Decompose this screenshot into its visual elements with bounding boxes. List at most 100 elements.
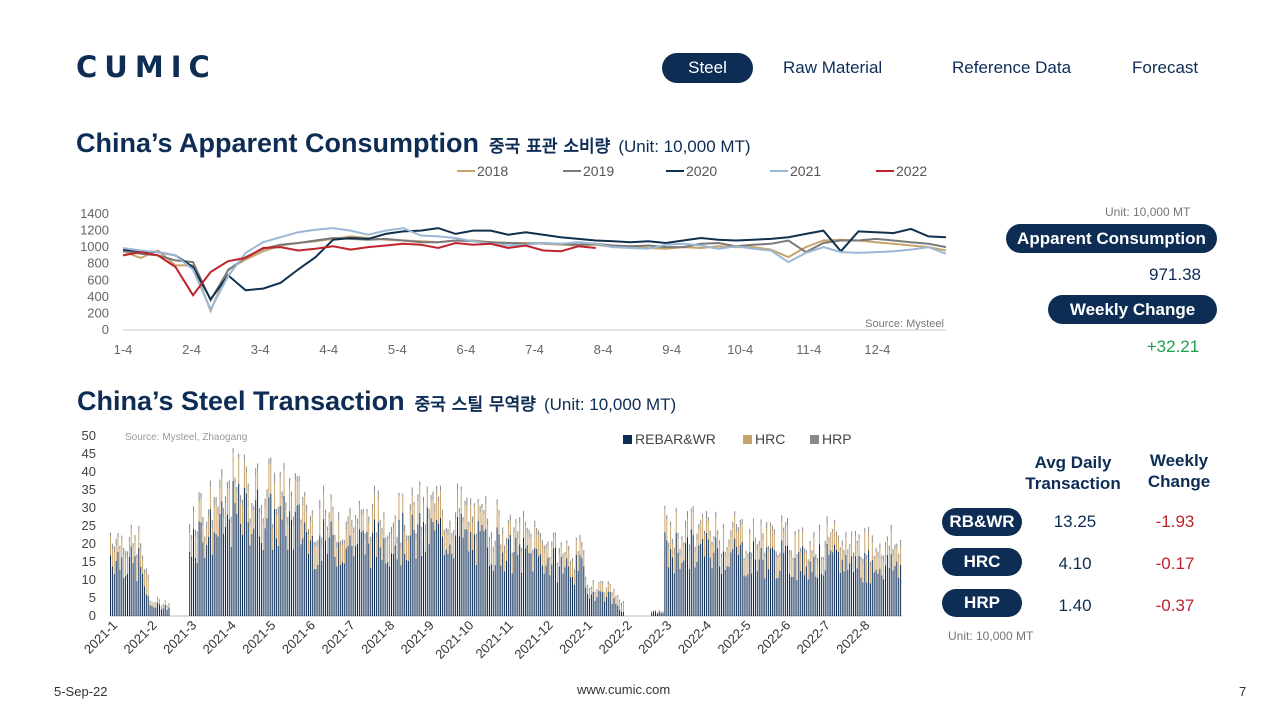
- bar-hrp: [730, 530, 732, 538]
- bar-rebar: [160, 609, 162, 616]
- bar-rebar: [330, 521, 332, 616]
- bar-hrc: [355, 519, 357, 546]
- bar-hrp: [392, 522, 394, 530]
- bar-hrc: [394, 519, 396, 546]
- bar-rebar: [787, 545, 788, 616]
- bar-rebar: [487, 547, 489, 616]
- bar-rebar: [440, 518, 441, 616]
- bar-rebar: [545, 565, 547, 616]
- bar-hrp: [308, 529, 309, 536]
- bar-hrp: [296, 476, 298, 481]
- bar-hrp: [351, 519, 353, 528]
- bar-hrp: [715, 511, 717, 519]
- bar-hrc: [690, 511, 692, 530]
- bar-hrp: [417, 494, 419, 502]
- bar-rebar: [115, 561, 117, 616]
- bar-hrc: [238, 458, 240, 484]
- tab-steel[interactable]: Steel: [662, 53, 753, 83]
- bar-hrc: [145, 574, 147, 595]
- bar-rebar: [128, 556, 130, 616]
- bar-rebar: [773, 549, 775, 616]
- bar-rebar: [585, 587, 587, 616]
- bar-hrp: [168, 603, 170, 605]
- bar-hrc: [526, 532, 528, 546]
- bar-rebar: [455, 535, 457, 616]
- bar-hrp: [747, 553, 749, 560]
- bar-hrp: [341, 539, 343, 545]
- y-tick-label: 35: [82, 482, 96, 497]
- bar-hrp: [432, 491, 434, 500]
- bar-rebar: [389, 566, 391, 616]
- bar-rebar: [268, 497, 270, 616]
- bar-hrp: [883, 555, 885, 562]
- bar-hrp: [362, 508, 364, 515]
- bar-hrc: [457, 489, 458, 518]
- bar-rebar: [883, 579, 885, 616]
- bar-hrp: [228, 479, 230, 489]
- bar-hrc: [781, 520, 783, 541]
- series-line-2020: [122, 227, 947, 302]
- bar-hrc: [162, 604, 164, 609]
- bar-hrc: [764, 557, 766, 579]
- bar-rebar: [864, 552, 866, 616]
- bar-rebar: [555, 547, 556, 616]
- bar-hrp: [551, 541, 553, 547]
- bar-hrc: [656, 612, 658, 614]
- bar-hrc: [479, 512, 481, 532]
- bar-hrc: [598, 583, 600, 591]
- bar-hrp: [406, 535, 408, 542]
- tab-reference-data[interactable]: Reference Data: [952, 58, 1072, 77]
- bar-rebar: [739, 544, 741, 616]
- bar-hrc: [675, 511, 677, 533]
- bar-hrc: [545, 548, 547, 566]
- bar-hrp: [564, 552, 566, 555]
- bar-hrc: [600, 582, 602, 592]
- tab-raw-material[interactable]: Raw Material: [783, 58, 883, 77]
- bar-hrc: [285, 510, 287, 537]
- bar-rebar: [705, 532, 707, 616]
- bar-hrc: [539, 539, 541, 555]
- bar-hrc: [730, 537, 732, 553]
- x-tick-label: 2021-7: [318, 618, 357, 657]
- bar-rebar: [604, 601, 606, 616]
- bar-rebar: [621, 611, 622, 616]
- bar-hrp: [758, 540, 760, 546]
- bar-hrp: [587, 584, 589, 587]
- bar-hrp: [739, 519, 741, 527]
- bar-hrc: [560, 545, 562, 557]
- transaction-title: China’s Steel Transaction: [77, 386, 405, 416]
- bar-hrp: [466, 497, 468, 506]
- bar-hrc: [683, 545, 685, 561]
- bar-hrc: [619, 601, 621, 610]
- bar-rebar: [490, 564, 492, 616]
- bar-hrp: [358, 500, 360, 506]
- bar-rebar: [247, 522, 249, 616]
- bar-hrc: [247, 491, 249, 523]
- bar-hrp: [726, 546, 728, 551]
- bar-hrp: [771, 525, 773, 531]
- bar-hrp: [242, 499, 243, 506]
- bar-rebar: [260, 543, 262, 616]
- bar-hrc: [132, 547, 134, 564]
- footer-website[interactable]: www.cumic.com: [577, 682, 671, 697]
- x-tick-label: 2021-4: [200, 618, 239, 657]
- bar-rebar: [507, 538, 509, 616]
- bar-hrc: [696, 539, 698, 562]
- bar-hrc: [392, 529, 394, 554]
- bar-hrp: [679, 549, 681, 556]
- tab-forecast[interactable]: Forecast: [1132, 58, 1199, 77]
- bar-hrp: [585, 576, 587, 580]
- bar-hrc: [653, 610, 655, 612]
- x-tick-label: 7-4: [525, 342, 544, 357]
- bar-rebar: [853, 571, 854, 616]
- bar-hrp: [468, 521, 470, 528]
- bar-hrp: [506, 537, 507, 544]
- bar-hrc: [513, 532, 515, 552]
- bar-rebar: [430, 518, 432, 616]
- bar-hrp: [193, 506, 194, 513]
- bar-rebar: [119, 569, 121, 616]
- bar-rebar: [692, 535, 694, 616]
- bar-hrp: [847, 549, 849, 554]
- bar-hrc: [888, 550, 890, 568]
- bar-hrc: [864, 531, 866, 553]
